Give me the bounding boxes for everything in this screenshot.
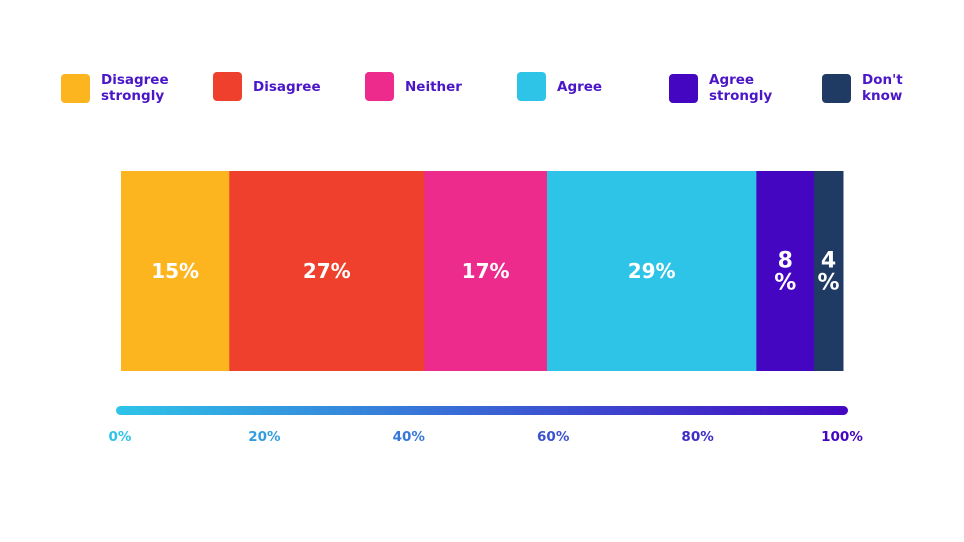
x-axis-tick-labels: 0% 20% 40% 60% 80% 100% <box>109 429 864 445</box>
legend-item-agree: Agree <box>517 72 602 101</box>
bar-data-label: 27% <box>303 259 351 283</box>
legend-item-agree-strongly: Agree strongly <box>669 72 772 104</box>
bar-segment-disagree-strongly <box>121 171 230 371</box>
x-tick-label: 40% <box>393 429 426 445</box>
x-tick-label: 0% <box>109 429 132 445</box>
bar-segment-disagree <box>229 171 425 371</box>
legend-swatch <box>213 72 242 101</box>
bar-segments <box>121 171 844 371</box>
legend-item-neither: Neither <box>365 72 462 101</box>
bar-data-label: 8% <box>774 249 796 296</box>
legend-item-dont-know: Don't know <box>822 72 903 104</box>
legend-item-disagree: Disagree <box>213 72 321 101</box>
legend: Disagree strongly Disagree Neither Agree… <box>0 0 964 130</box>
bar-data-label: 15% <box>151 259 199 283</box>
bar-segment-agree <box>546 171 757 371</box>
legend-swatch <box>365 72 394 101</box>
legend-swatch <box>517 72 546 101</box>
x-tick-label: 60% <box>537 429 570 445</box>
legend-label: Don't know <box>862 72 903 104</box>
bar-segment-neither <box>424 171 548 371</box>
bar-data-label: 17% <box>462 259 510 283</box>
legend-label: Agree <box>557 78 603 95</box>
bar-data-label: 4% <box>818 249 840 296</box>
x-axis-gradient-line <box>116 406 848 415</box>
legend-swatch <box>61 73 90 103</box>
legend-label: Disagree strongly <box>101 72 169 104</box>
x-tick-label: 20% <box>248 429 281 445</box>
x-tick-label: 80% <box>681 429 714 445</box>
bar-data-labels: 15% 27% 17% 29% 8 % 4% <box>151 249 839 296</box>
legend-label: Disagree <box>253 78 321 95</box>
legend-swatch <box>822 73 851 103</box>
legend-swatch <box>669 73 698 103</box>
legend-label: Neither <box>405 78 462 95</box>
bar-segment-don-t-know <box>814 171 844 371</box>
x-tick-label: 100% <box>821 429 863 445</box>
legend-item-disagree-strongly: Disagree strongly <box>61 72 169 104</box>
bar-data-label: 29% <box>628 259 676 283</box>
legend-label: Agree strongly <box>709 72 773 104</box>
bar-segment-agree-strongly <box>756 171 815 371</box>
